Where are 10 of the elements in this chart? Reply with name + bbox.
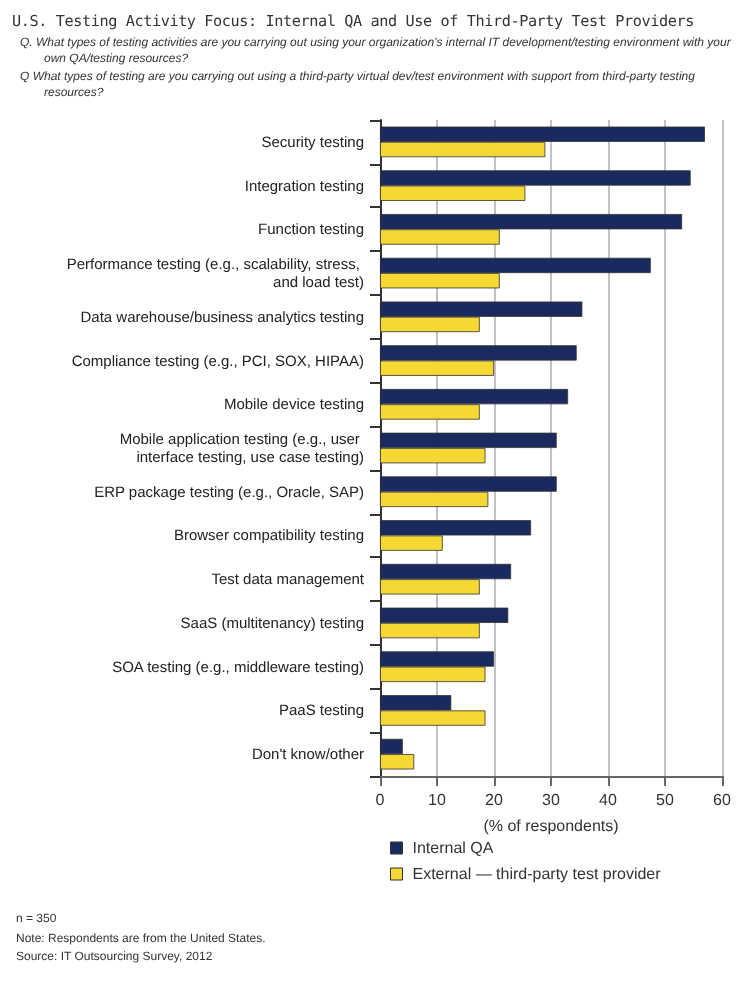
x-tick-label: 10: [428, 791, 447, 810]
x-tick-label: 30: [542, 791, 561, 810]
x-tick-label: 50: [656, 791, 675, 810]
legend-label: External — third-party test provider: [412, 865, 662, 884]
legend-label: Internal QA: [412, 839, 495, 858]
x-tick-label: 20: [485, 791, 504, 810]
x-tick-label: 0: [375, 791, 386, 810]
x-tick-label: 60: [713, 791, 732, 810]
x-tick-label: 40: [599, 791, 618, 810]
x-axis-title: (% of respondents): [483, 817, 620, 836]
